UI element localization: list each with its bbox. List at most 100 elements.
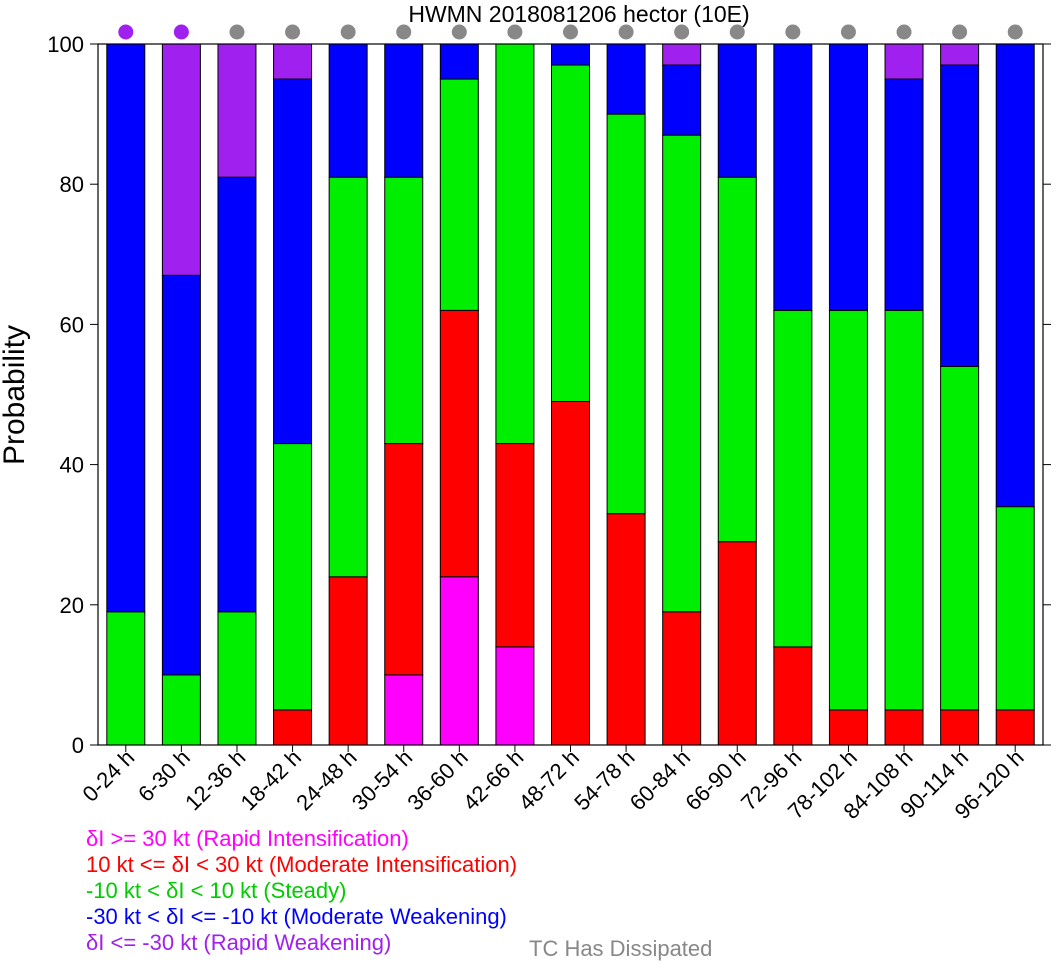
bar-segment-steady (606, 113, 646, 515)
legend-item-moderate-intensification: 10 kt <= δI < 30 kt (Moderate Intensific… (86, 852, 518, 877)
status-dot (896, 24, 912, 40)
x-tick-label: 60-84 h (625, 745, 695, 815)
axes-group: 0 20 40 60 80 100 (47, 32, 1051, 758)
x-tick-label: 66-90 h (680, 745, 750, 815)
legend-item-dissipated: TC Has Dissipated (529, 936, 713, 961)
bar-segment-mi (662, 611, 702, 746)
y-tick-label: 60 (60, 312, 84, 337)
bar-segment-mi (828, 709, 868, 746)
bar-segment-mi (773, 646, 813, 746)
bar-segment-mw (551, 43, 590, 66)
legend: δI >= 30 kt (Rapid Intensification) 10 k… (86, 826, 517, 956)
x-tick-label: 24-48 h (291, 745, 361, 815)
x-tick-label: 0-24 h (78, 745, 140, 807)
x-tick-label: 18-42 h (236, 745, 306, 815)
bar-segment-mw (439, 43, 479, 80)
bar-segment-mi (551, 401, 590, 746)
bar-segment-mi (995, 709, 1035, 746)
bar-segment-mw (273, 78, 313, 445)
bar-segment-steady (106, 611, 146, 746)
bar-segment-steady (217, 611, 257, 746)
bar-segment-mw (662, 64, 702, 136)
bar-segment-mw (995, 43, 1035, 508)
y-tick-label: 100 (47, 32, 84, 57)
legend-item-rapid-intensification: δI >= 30 kt (Rapid Intensification) (86, 826, 409, 851)
bar-segment-steady (940, 365, 980, 711)
y-axis-label: Probability (0, 325, 31, 465)
chart-title: HWMN 2018081206 hector (10E) (408, 1, 749, 27)
bar-segment-steady (273, 443, 313, 711)
status-dot (118, 24, 134, 40)
bar-segment-rw (273, 43, 313, 80)
bar-segment-steady (551, 64, 590, 403)
status-dot (785, 24, 801, 40)
bar-segment-mi (273, 709, 313, 746)
bar-segment-mi (940, 709, 980, 746)
bar-segment-steady (773, 309, 813, 648)
bar-segment-mw (161, 274, 201, 676)
status-dot (618, 24, 634, 40)
bar-segment-steady (828, 309, 868, 711)
bar-segment-mw (606, 43, 646, 115)
plot-frame (97, 43, 1044, 746)
x-tick-label: 30-54 h (347, 745, 417, 815)
bar-segment-ri (495, 646, 535, 746)
bar-segment-steady (161, 674, 201, 746)
status-dot (1007, 24, 1023, 40)
bar-segment-mi (884, 709, 924, 746)
bar-segment-rw (940, 43, 980, 66)
y-tick-label: 80 (60, 172, 84, 197)
status-dot (952, 24, 968, 40)
y-tick-label: 40 (60, 453, 84, 478)
y-tick-label: 20 (60, 593, 84, 618)
status-dot (563, 24, 578, 40)
bar-segment-mw (717, 43, 757, 178)
bar-segment-steady (884, 309, 924, 711)
bar-segment-rw (884, 43, 924, 80)
bar-segment-steady (995, 506, 1035, 711)
bar-segment-rw (217, 43, 257, 178)
bar-segment-mw (328, 43, 368, 178)
x-tick-label: 48-72 h (514, 745, 584, 815)
status-dot (173, 24, 189, 40)
bar-segment-mw (773, 43, 813, 311)
bar-segment-steady (384, 176, 424, 445)
bar-segment-mw (384, 43, 424, 178)
bar-segment-mw (940, 64, 980, 367)
status-dot (451, 24, 467, 40)
status-dot (840, 24, 856, 40)
bar-segment-steady (717, 176, 757, 543)
bar-segment-steady (662, 134, 702, 613)
bar-segment-steady (328, 176, 368, 578)
bar-segment-mi (328, 576, 368, 746)
status-dot (396, 24, 412, 40)
bar-segment-rw (662, 43, 702, 66)
x-tick-label: 12-36 h (180, 745, 250, 815)
bar-segment-steady (495, 43, 535, 445)
bars-group (106, 43, 1035, 746)
bar-segment-steady (439, 78, 479, 311)
status-dot (285, 24, 301, 40)
bar-segment-mw (106, 43, 146, 613)
bar-segment-rw (161, 43, 201, 276)
bar-segment-mi (717, 541, 757, 746)
bar-segment-mw (884, 78, 924, 311)
status-dots-group (118, 24, 1023, 40)
bar-segment-mi (495, 443, 535, 648)
x-tick-labels-group: 0-24 h6-30 h12-36 h18-42 h24-48 h30-54 h… (78, 745, 1029, 824)
x-tick-label: 36-60 h (402, 745, 472, 815)
bar-segment-mi (439, 309, 479, 578)
status-dot (340, 24, 356, 40)
x-tick-label: 42-66 h (458, 745, 528, 815)
bar-segment-ri (439, 576, 479, 746)
legend-item-steady: -10 kt < δI < 10 kt (Steady) (86, 878, 347, 903)
y-tick-label: 0 (72, 733, 84, 758)
bar-segment-mw (217, 176, 257, 613)
status-dot (674, 24, 690, 40)
bar-segment-mw (828, 43, 868, 311)
status-dot (507, 24, 523, 40)
bar-segment-mi (384, 443, 424, 676)
legend-item-rapid-weakening: δI <= -30 kt (Rapid Weakening) (86, 930, 392, 955)
status-dot (229, 24, 245, 40)
